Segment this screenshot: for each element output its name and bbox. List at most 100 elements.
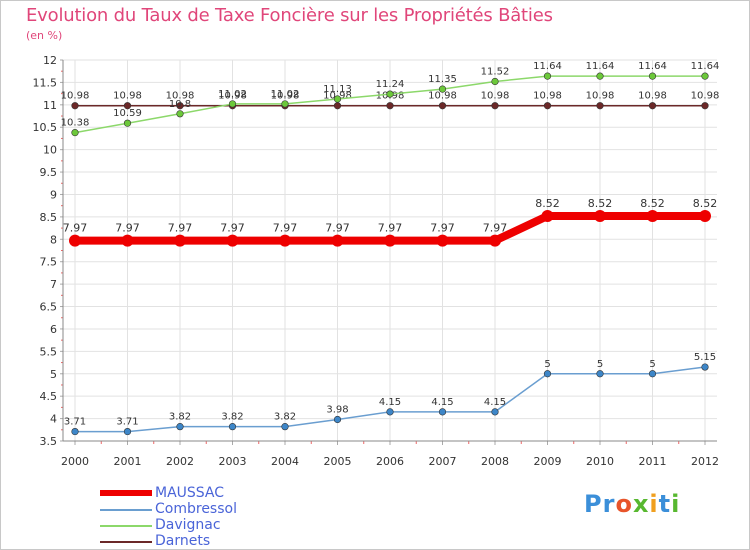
data-point-maussac (594, 209, 606, 222)
data-point-darnets (543, 102, 552, 110)
y-tick-label: 9.5 (40, 166, 58, 179)
data-point-davignac (596, 72, 604, 80)
data-label-combressol: 3.82 (169, 412, 191, 423)
data-label-combressol: 3.82 (274, 412, 296, 423)
data-point-davignac (228, 100, 237, 108)
y-tick-label: 7 (50, 278, 57, 291)
y-tick-label: 8 (50, 233, 57, 246)
legend-item-combressol: Combressol (100, 501, 320, 517)
data-point-combressol (386, 408, 394, 416)
x-tick-label: 2003 (219, 455, 247, 468)
data-label-darnets: 10.98 (533, 91, 562, 102)
data-point-darnets (386, 102, 394, 110)
data-label-combressol: 3.71 (64, 417, 86, 428)
legend-label-darnets: Darnets (155, 533, 211, 549)
data-point-maussac (279, 234, 291, 247)
logo-part: Pr (584, 490, 616, 518)
proxiti-logo: Proxiti (584, 490, 680, 518)
x-tick-label: 2006 (376, 455, 404, 468)
x-tick-label: 2011 (639, 455, 667, 468)
data-point-davignac (648, 72, 657, 80)
legend-swatch-darnets (100, 541, 152, 543)
data-point-combressol (491, 408, 499, 416)
data-label-combressol: 5.15 (694, 352, 716, 363)
x-tick-label: 2001 (114, 455, 142, 468)
data-point-maussac (331, 234, 344, 247)
logo-part: x (632, 490, 650, 518)
data-point-darnets (123, 102, 132, 110)
data-label-maussac: 8.52 (640, 197, 665, 210)
legend-item-darnets: Darnets (100, 533, 320, 549)
legend-item-maussac: MAUSSAC (100, 485, 320, 501)
logo-part: o (615, 490, 633, 518)
y-tick-label: 4.5 (40, 390, 58, 403)
data-point-darnets (333, 102, 342, 110)
data-point-maussac (436, 234, 449, 247)
data-point-darnets (438, 102, 447, 110)
data-point-maussac (489, 234, 501, 247)
data-label-darnets: 10.98 (271, 91, 300, 102)
data-label-maussac: 7.97 (273, 222, 298, 235)
y-tick-label: 3.5 (40, 435, 58, 448)
data-point-maussac (646, 209, 659, 222)
data-label-maussac: 7.97 (220, 222, 245, 235)
data-point-combressol (543, 370, 552, 378)
data-point-darnets (491, 102, 499, 110)
data-label-maussac: 7.97 (483, 222, 508, 235)
data-point-maussac (121, 234, 134, 247)
y-tick-label: 8.5 (40, 211, 58, 224)
unit-label: (en %) (26, 29, 63, 42)
x-tick-label: 2002 (166, 455, 194, 468)
data-point-maussac (384, 234, 396, 247)
data-point-combressol (228, 423, 237, 431)
logo-part: t (658, 490, 672, 518)
data-label-maussac: 7.97 (168, 222, 193, 235)
data-point-maussac (69, 234, 81, 247)
legend-label-combressol: Combressol (155, 501, 237, 517)
data-label-darnets: 10.98 (166, 91, 195, 102)
data-label-maussac: 8.52 (693, 197, 718, 210)
data-label-maussac: 8.52 (535, 197, 560, 210)
data-label-darnets: 10.98 (218, 91, 247, 102)
data-point-combressol (648, 370, 657, 378)
legend-swatch-maussac (100, 490, 152, 496)
y-tick-label: 12 (43, 54, 57, 67)
x-tick-label: 2008 (481, 455, 509, 468)
data-label-maussac: 7.97 (325, 222, 350, 235)
data-point-davignac (491, 77, 499, 86)
logo-part: i (671, 490, 681, 518)
data-label-darnets: 10.98 (428, 91, 457, 102)
legend-item-davignac: Davignac (100, 517, 320, 533)
data-label-combressol: 3.98 (326, 404, 348, 415)
data-label-maussac: 7.97 (115, 222, 140, 235)
data-label-combressol: 5 (544, 359, 550, 370)
data-label-combressol: 5 (649, 359, 655, 370)
legend-swatch-combressol (100, 509, 152, 511)
legend-label-davignac: Davignac (155, 517, 221, 533)
data-point-combressol (438, 408, 447, 416)
data-label-maussac: 8.52 (588, 197, 613, 210)
y-tick-label: 6.5 (40, 301, 58, 314)
data-label-davignac: 11.64 (638, 61, 667, 72)
data-label-darnets: 10.98 (586, 91, 615, 102)
data-point-darnets (648, 102, 657, 110)
data-label-darnets: 10.98 (638, 91, 667, 102)
y-tick-label: 6 (50, 323, 57, 336)
logo-part: i (649, 490, 659, 518)
x-tick-label: 2004 (271, 455, 299, 468)
data-point-maussac (226, 234, 239, 247)
data-point-davignac (386, 90, 394, 98)
y-tick-label: 9 (50, 188, 57, 201)
y-tick-label: 10 (43, 144, 57, 157)
data-label-maussac: 7.97 (378, 222, 403, 235)
data-label-davignac: 11.13 (323, 84, 352, 95)
y-tick-label: 5.5 (40, 345, 58, 358)
x-tick-label: 2009 (534, 455, 562, 468)
y-tick-label: 11 (43, 99, 57, 112)
data-label-combressol: 4.15 (431, 397, 453, 408)
data-label-davignac: 10.59 (113, 108, 142, 119)
legend: MAUSSAC Combressol Davignac Darnets (100, 485, 320, 549)
y-tick-label: 7.5 (40, 256, 58, 269)
x-tick-label: 2005 (324, 455, 352, 468)
data-label-combressol: 3.82 (221, 412, 243, 423)
